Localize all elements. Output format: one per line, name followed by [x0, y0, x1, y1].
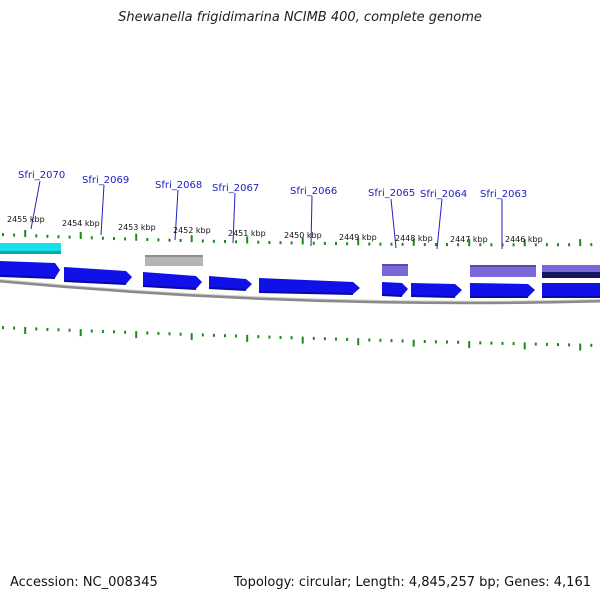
kbp-label: 2453 kbp: [118, 223, 156, 232]
gene-feature-sfri-2063-track[interactable]: [470, 265, 536, 277]
gene-label-sfri-2064[interactable]: Sfri_2064: [420, 189, 467, 200]
gene-label-sfri-2070[interactable]: Sfri_2070: [18, 170, 65, 181]
gene-arrow[interactable]: [382, 282, 408, 296]
kbp-label: 2446 kbp: [505, 235, 543, 244]
leader-line: [436, 198, 443, 250]
gene-label-sfri-2063[interactable]: Sfri_2063: [480, 189, 527, 200]
upper-tick-row: [2, 230, 593, 247]
gene-label-sfri-2066[interactable]: Sfri_2066: [290, 186, 337, 197]
kbp-labels: 2455 kbp 2454 kbp 2453 kbp 2452 kbp 2451…: [7, 215, 543, 244]
leader-line: [100, 184, 105, 236]
lower-tick-row: [2, 326, 593, 351]
topology-summary-text: Topology: circular; Length: 4,845,257 bp…: [233, 575, 591, 590]
gene-arrow[interactable]: [411, 283, 462, 297]
gene-arrow[interactable]: [259, 278, 360, 294]
gene-arrow[interactable]: [470, 283, 535, 297]
kbp-label: 2454 kbp: [62, 219, 100, 228]
kbp-label: 2455 kbp: [7, 215, 45, 224]
forward-gene-track: [0, 261, 600, 298]
gene-feature-shadow: [0, 251, 61, 254]
gene-arrow[interactable]: [209, 276, 252, 290]
leader-line: [30, 180, 41, 230]
genome-title: Shewanella frigidimarina NCIMB 400, comp…: [118, 10, 482, 25]
leader-line: [310, 195, 313, 247]
gene-arrow[interactable]: [64, 267, 132, 284]
kbp-label: 2449 kbp: [339, 233, 377, 242]
kbp-label: 2447 kbp: [450, 235, 488, 244]
gene-arrow[interactable]: [143, 272, 202, 289]
gene-feature-sfri-2070-track[interactable]: [0, 243, 61, 253]
leader-line: [232, 192, 236, 244]
gene-label-sfri-2068[interactable]: Sfri_2068: [155, 180, 202, 191]
gene-feature-shadow: [145, 255, 203, 257]
gene-label-sfri-2069[interactable]: Sfri_2069: [82, 175, 129, 186]
gene-feature-right-track-dark[interactable]: [542, 272, 600, 278]
gene-arrow[interactable]: [542, 283, 600, 297]
leader-line: [174, 189, 179, 241]
gene-feature-sfri-2065-track[interactable]: [382, 264, 408, 276]
accession-text: Accession: NC_008345: [10, 575, 158, 590]
kbp-label: 2451 kbp: [228, 229, 266, 238]
upper-gene-track: [0, 243, 600, 278]
genome-backbone: [0, 279, 600, 305]
gene-feature-shadow: [382, 264, 408, 266]
genome-backbone-highlight: [0, 279, 600, 302]
gene-label-sfri-2065[interactable]: Sfri_2065: [368, 188, 415, 199]
kbp-label: 2450 kbp: [284, 231, 322, 240]
gene-arrow-shading: [0, 275, 600, 298]
gene-arrow[interactable]: [0, 261, 60, 278]
kbp-label: 2452 kbp: [173, 226, 211, 235]
gene-feature-right-track-purple[interactable]: [542, 265, 600, 272]
kbp-label: 2448 kbp: [395, 234, 433, 243]
gene-labels: Sfri_2070 Sfri_2069 Sfri_2068 Sfri_2067 …: [18, 170, 527, 200]
leader-line: [390, 198, 397, 249]
gene-label-sfri-2067[interactable]: Sfri_2067: [212, 183, 259, 194]
gene-leader-lines: [30, 180, 503, 250]
gene-feature-shadow: [470, 265, 536, 267]
gene-feature-sfri-2068-track[interactable]: [145, 255, 203, 266]
